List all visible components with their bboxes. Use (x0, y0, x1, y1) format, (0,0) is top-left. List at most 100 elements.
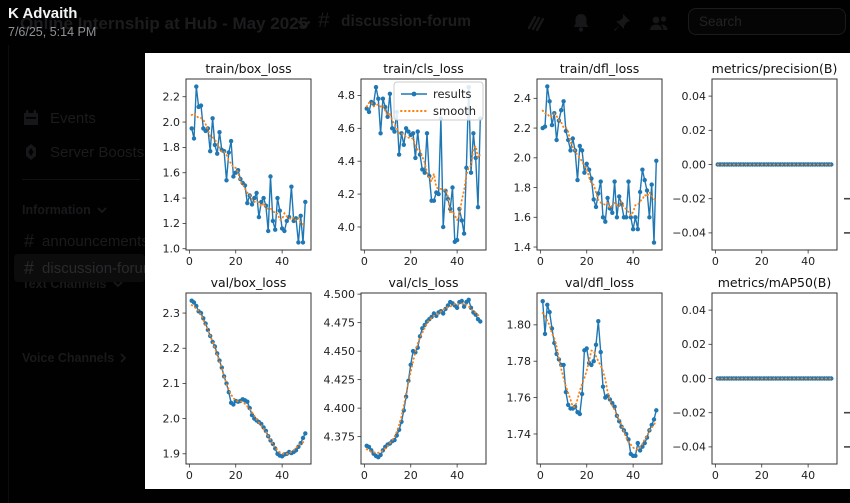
search-input[interactable]: Search (688, 8, 846, 35)
cropped-next-column-ticks (844, 197, 850, 448)
svg-text:2.4: 2.4 (514, 92, 532, 105)
category-information[interactable]: Information (22, 203, 107, 217)
svg-text:0: 0 (712, 469, 719, 482)
svg-text:val/cls_loss: val/cls_loss (389, 275, 459, 290)
svg-text:20: 20 (755, 469, 769, 482)
svg-text:−0.02: −0.02 (672, 407, 706, 420)
sidebar-item-label: Server Boosts (50, 143, 145, 161)
chevron-right-icon (120, 353, 127, 363)
svg-text:2.1: 2.1 (163, 377, 181, 390)
message-author[interactable]: K Advaith (8, 5, 78, 22)
svg-text:0.04: 0.04 (682, 90, 707, 103)
svg-text:0.02: 0.02 (682, 124, 707, 137)
svg-text:4.475: 4.475 (324, 316, 356, 329)
server-name-header[interactable]: Online Internship at Hub - May 2025 (20, 14, 309, 33)
svg-text:1.4: 1.4 (163, 192, 181, 205)
category-voice-channels[interactable]: Voice Channels (22, 351, 127, 365)
svg-text:2.0: 2.0 (514, 152, 532, 165)
svg-text:1.4: 1.4 (514, 241, 532, 254)
chevron-down-icon (97, 207, 107, 213)
svg-text:1.6: 1.6 (514, 211, 532, 224)
svg-text:val/box_loss: val/box_loss (211, 275, 287, 290)
channel-hash-icon: # (24, 230, 35, 251)
svg-text:20: 20 (580, 469, 594, 482)
svg-text:2.2: 2.2 (163, 91, 181, 104)
svg-text:metrics/mAP50(B): metrics/mAP50(B) (718, 275, 831, 290)
svg-text:0: 0 (361, 469, 368, 482)
svg-text:2.2: 2.2 (163, 342, 181, 355)
boost-icon (26, 144, 36, 160)
svg-text:1.76: 1.76 (507, 391, 532, 404)
svg-text:40: 40 (450, 255, 464, 268)
svg-text:20: 20 (580, 255, 594, 268)
svg-text:20: 20 (404, 469, 418, 482)
svg-text:0.04: 0.04 (682, 304, 707, 317)
svg-text:4.400: 4.400 (324, 402, 356, 415)
chevron-down-icon (113, 281, 122, 287)
svg-text:−0.04: −0.04 (672, 441, 706, 454)
message-header: K Advaith 7/6/25, 5:14 PM (8, 3, 96, 41)
svg-text:val/dfl_loss: val/dfl_loss (565, 275, 634, 290)
svg-text:2.0: 2.0 (163, 116, 181, 129)
notifications-bell-icon[interactable] (570, 12, 592, 34)
sidebar-item-server-boosts[interactable]: Server Boosts (22, 143, 144, 161)
svg-text:1.6: 1.6 (163, 167, 181, 180)
svg-text:4.0: 4.0 (338, 221, 356, 234)
category-label: Information (22, 203, 91, 217)
svg-text:40: 40 (275, 469, 289, 482)
subplot-train-dfl-loss: train/dfl_loss 1.4 1.6 1.8 2.0 2.2 2.4 0 20 40 (514, 61, 663, 268)
sidebar-section-divider (22, 179, 140, 180)
message-timestamp: 7/6/25, 5:14 PM (8, 25, 97, 39)
svg-text:4.425: 4.425 (324, 373, 356, 386)
svg-text:4.6: 4.6 (338, 122, 356, 135)
threads-icon[interactable] (524, 12, 546, 34)
sidebar-divider-line (8, 45, 9, 503)
svg-text:2.0: 2.0 (163, 412, 181, 425)
svg-text:40: 40 (801, 469, 815, 482)
pin-icon[interactable] (610, 12, 632, 34)
results-image[interactable]: train/box_loss 1.0 1.2 1.4 1.6 1.8 2.0 2.2 0 20 40… (145, 53, 850, 489)
svg-text:0: 0 (361, 255, 368, 268)
svg-text:results: results (433, 87, 472, 101)
channel-item-discussion-forum[interactable]: # discussion-forum (14, 254, 145, 282)
channel-item-announcements[interactable]: # announcements (14, 227, 145, 255)
subplot-train-box-loss: train/box_loss 1.0 1.2 1.4 1.6 1.8 2.0 2.2 0 20 40 (163, 61, 312, 268)
category-label: Voice Channels (22, 351, 115, 365)
svg-text:1.2: 1.2 (163, 217, 181, 230)
channel-name: discussion-forum (42, 259, 145, 277)
svg-text:4.450: 4.450 (324, 345, 356, 358)
subplot-val-box-loss: val/box_loss 1.9 2.0 2.1 2.2 2.3 0 20 40 (163, 275, 312, 482)
svg-text:train/dfl_loss: train/dfl_loss (560, 61, 640, 76)
calendar-icon (24, 110, 38, 125)
svg-text:1.78: 1.78 (507, 355, 532, 368)
channel-sidebar: Events Server Boosts Information # annou… (0, 45, 145, 503)
members-icon[interactable] (648, 12, 670, 34)
svg-text:4.500: 4.500 (324, 288, 356, 301)
svg-text:1.9: 1.9 (163, 448, 181, 461)
svg-text:−0.04: −0.04 (672, 227, 706, 240)
sidebar-item-events[interactable]: Events (22, 109, 96, 127)
svg-text:1.8: 1.8 (163, 141, 181, 154)
svg-text:−0.02: −0.02 (672, 193, 706, 206)
svg-text:2.2: 2.2 (514, 122, 532, 135)
legend: results smooth (393, 81, 484, 121)
svg-text:40: 40 (626, 469, 640, 482)
svg-text:1.74: 1.74 (507, 428, 532, 441)
svg-text:0: 0 (537, 469, 544, 482)
svg-text:train/box_loss: train/box_loss (205, 61, 291, 76)
subplot-metrics-map50-b-: metrics/mAP50(B) −0.04 −0.02 0.00 0.02 0.04 0 2… (672, 275, 838, 482)
svg-text:4.4: 4.4 (338, 155, 356, 168)
svg-text:20: 20 (229, 469, 243, 482)
svg-text:1.80: 1.80 (507, 319, 532, 332)
channel-hash-icon: # (24, 257, 35, 278)
search-placeholder: Search (699, 14, 742, 29)
channel-hash-icon: # (318, 9, 330, 32)
svg-text:0.02: 0.02 (682, 338, 707, 351)
svg-text:1.0: 1.0 (163, 243, 181, 256)
svg-text:train/cls_loss: train/cls_loss (383, 61, 464, 76)
svg-text:metrics/precision(B): metrics/precision(B) (712, 61, 838, 76)
svg-text:0.00: 0.00 (682, 158, 707, 171)
sidebar-item-label: Events (50, 109, 96, 127)
subplot-val-cls-loss: val/cls_loss 4.375 4.400 4.425 4.450 4.475 4.5… (324, 275, 487, 482)
